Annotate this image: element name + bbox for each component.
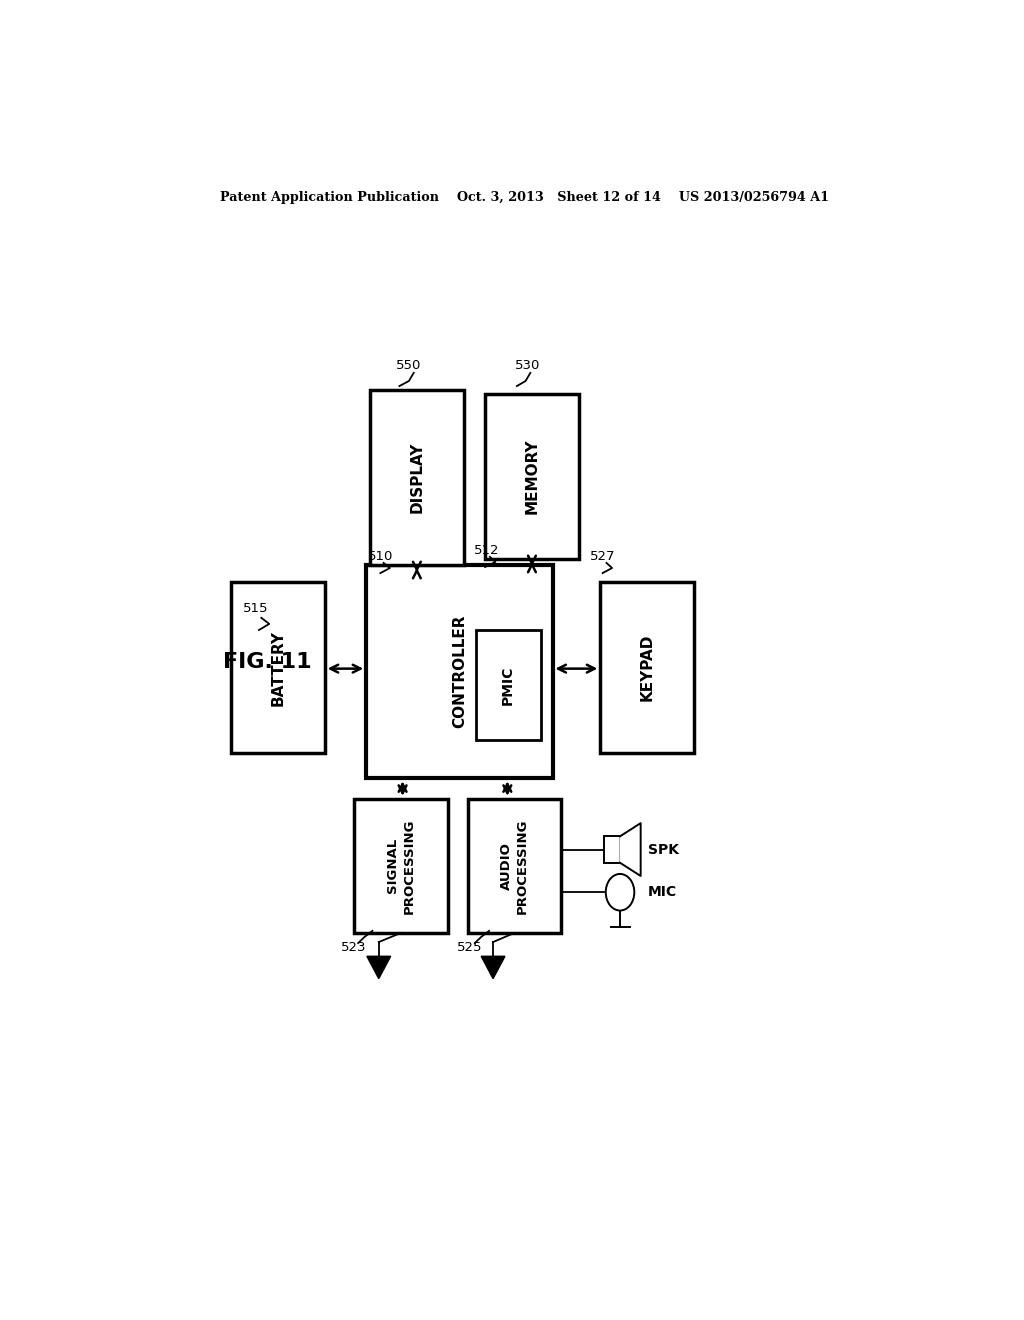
Text: KEYPAD: KEYPAD <box>640 634 654 701</box>
Text: PMIC: PMIC <box>501 665 515 705</box>
Text: SIGNAL
PROCESSING: SIGNAL PROCESSING <box>386 818 416 913</box>
Text: 530: 530 <box>514 359 540 372</box>
Text: AUDIO
PROCESSING: AUDIO PROCESSING <box>500 818 529 913</box>
Bar <box>231 582 325 752</box>
Text: 523: 523 <box>341 941 367 953</box>
Text: BATTERY: BATTERY <box>270 630 286 706</box>
Text: 512: 512 <box>474 544 500 557</box>
Text: 527: 527 <box>590 550 615 564</box>
Text: MEMORY: MEMORY <box>524 438 540 515</box>
Bar <box>354 799 447 933</box>
Text: DISPLAY: DISPLAY <box>410 442 424 513</box>
Text: Patent Application Publication    Oct. 3, 2013   Sheet 12 of 14    US 2013/02567: Patent Application Publication Oct. 3, 2… <box>220 190 829 203</box>
Bar <box>367 565 553 779</box>
Text: FIG. 11: FIG. 11 <box>222 652 311 672</box>
Polygon shape <box>620 824 641 876</box>
Circle shape <box>606 874 634 911</box>
Bar <box>475 630 541 739</box>
Text: CONTROLLER: CONTROLLER <box>452 615 467 729</box>
Text: 550: 550 <box>396 359 422 372</box>
Text: 515: 515 <box>243 602 268 615</box>
Text: 525: 525 <box>458 941 483 953</box>
Bar <box>468 799 561 933</box>
Text: 510: 510 <box>368 550 393 564</box>
Text: MIC: MIC <box>648 886 677 899</box>
Bar <box>485 395 579 558</box>
Polygon shape <box>367 956 391 978</box>
Bar <box>600 582 694 752</box>
Bar <box>370 391 464 565</box>
Polygon shape <box>481 956 505 978</box>
Text: SPK: SPK <box>648 842 679 857</box>
Bar <box>604 837 620 863</box>
